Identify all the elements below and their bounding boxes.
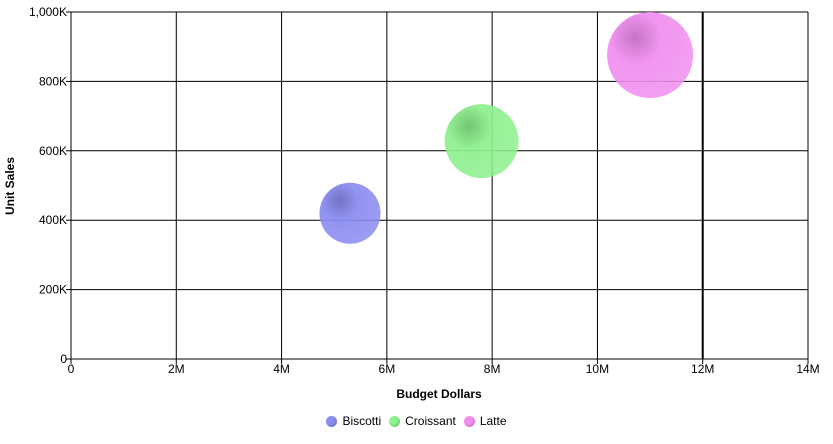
- x-tick-label: 4M: [273, 362, 290, 376]
- y-tick-label: 200K: [39, 283, 67, 297]
- legend-swatch-icon: [389, 415, 401, 427]
- y-axis-ticks: 0 200K 400K 600K 800K 1,000K: [29, 5, 71, 366]
- legend: Biscotti Croissant Latte: [0, 414, 833, 428]
- legend-label: Croissant: [405, 414, 456, 428]
- x-tick-label: 8M: [484, 362, 501, 376]
- x-tick-label: 0: [68, 362, 75, 376]
- legend-item-biscotti[interactable]: Biscotti: [326, 414, 381, 428]
- x-tick-label: 2M: [168, 362, 185, 376]
- legend-label: Latte: [479, 414, 507, 428]
- y-tick-label: 800K: [39, 74, 67, 88]
- x-axis-title: Budget Dollars: [396, 387, 482, 401]
- x-tick-label: 10M: [586, 362, 609, 376]
- y-tick-label: 600K: [39, 144, 67, 158]
- legend-item-croissant[interactable]: Croissant: [389, 414, 456, 428]
- bubble-shading: [607, 12, 694, 99]
- legend-swatch-icon: [326, 415, 338, 427]
- bubble-shading: [319, 182, 381, 244]
- x-axis-ticks: 0 2M 4M 6M 8M 10M 12M 14M: [68, 359, 820, 376]
- x-tick-label: 14M: [796, 362, 819, 376]
- y-tick-label: 0: [60, 352, 67, 366]
- bubble-shading: [444, 104, 519, 179]
- legend-item-latte[interactable]: Latte: [463, 414, 507, 428]
- y-tick-label: 400K: [39, 213, 67, 227]
- grid-lines: [70, 11, 809, 360]
- x-tick-label: 12M: [691, 362, 714, 376]
- legend-label: Biscotti: [342, 414, 382, 428]
- y-tick-label: 1,000K: [29, 5, 67, 19]
- legend-swatch-icon: [463, 415, 475, 427]
- y-axis-title: Unit Sales: [3, 157, 17, 215]
- x-tick-label: 6M: [379, 362, 396, 376]
- bubble-series: [319, 12, 694, 244]
